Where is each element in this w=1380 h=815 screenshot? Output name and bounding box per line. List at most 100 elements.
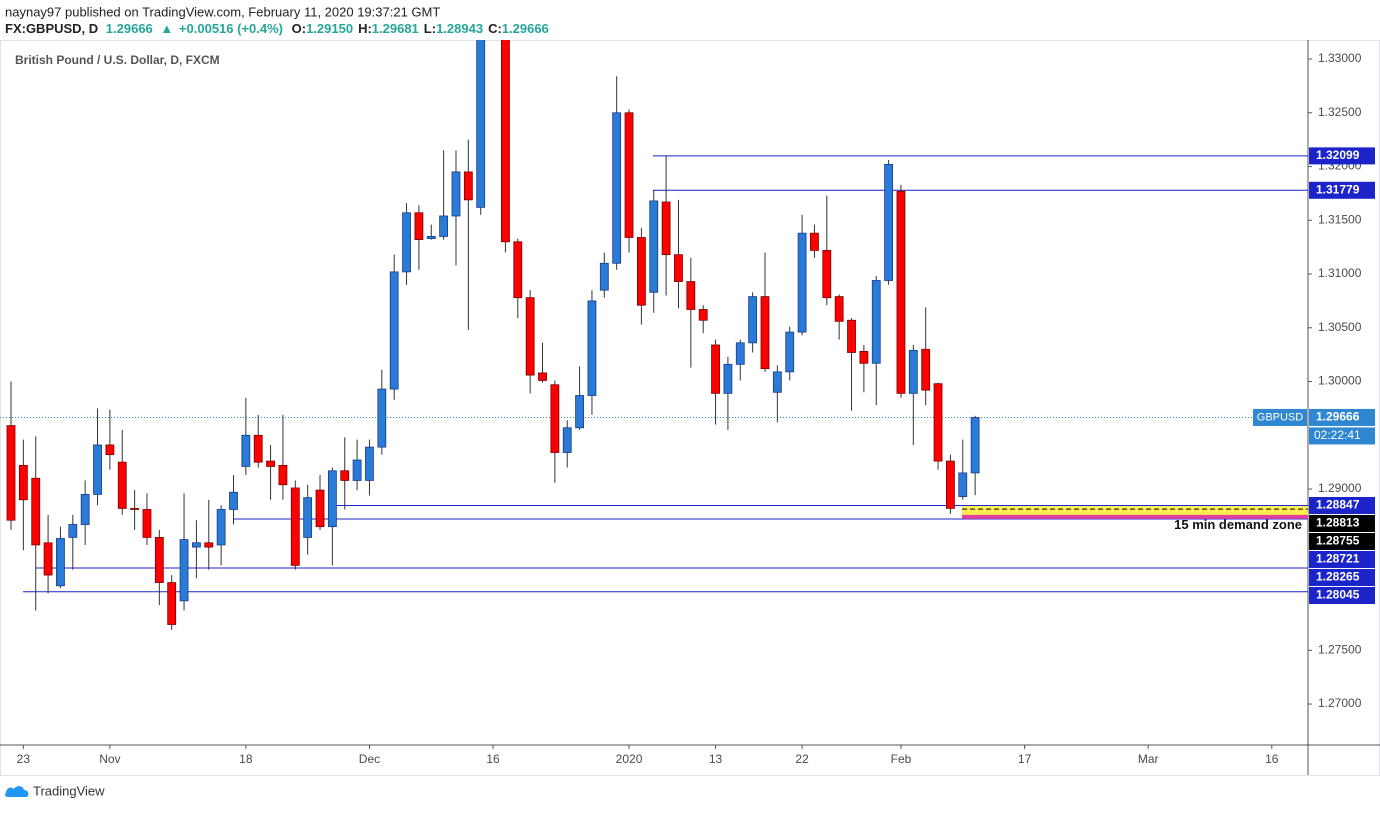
x-tick-label: 2020 (616, 752, 643, 766)
x-tick-label: 17 (1018, 752, 1032, 766)
candle-body (711, 344, 720, 394)
candle-body (414, 212, 424, 241)
price-label-bg (1309, 568, 1375, 586)
candle-body (266, 460, 275, 467)
candle-body (43, 542, 53, 576)
ohlc-value: 1.29150 (306, 21, 353, 36)
x-tick-label: 16 (486, 752, 500, 766)
candle-body (105, 444, 115, 456)
candle-body (624, 112, 634, 238)
candle-body (6, 425, 16, 521)
symbol-legend: FX:GBPUSD, D 1.29666 ▲ +0.00516 (+0.4%) … (5, 21, 549, 36)
y-tick-label: 1.29000 (1318, 481, 1362, 495)
y-tick-label: 1.30000 (1318, 374, 1362, 388)
zone-label: 15 min demand zone (1174, 517, 1302, 532)
plot-area (0, 40, 1308, 630)
price-label: 1.32099 (1316, 148, 1360, 162)
candle-body (612, 112, 622, 264)
candle-body (921, 348, 931, 391)
candle-body (513, 241, 523, 299)
countdown-bg (1309, 427, 1375, 445)
candle-body (253, 434, 263, 463)
ohlc-value: 1.29681 (372, 21, 419, 36)
chart-title: British Pound / U.S. Dollar, D, FXCM (15, 53, 220, 67)
y-tick-label: 1.30500 (1318, 320, 1362, 334)
candle-body (439, 215, 449, 237)
candle-body (550, 384, 560, 453)
ohlc-value: 1.29666 (502, 21, 549, 36)
candle-body (661, 201, 671, 256)
last-price-bg (1309, 408, 1375, 426)
x-tick-label: Feb (891, 752, 912, 766)
candle-body (908, 349, 918, 394)
candle-body (117, 461, 127, 509)
price-label: 1.28265 (1316, 570, 1360, 584)
candle-body (463, 171, 473, 201)
candle-body (896, 190, 906, 394)
frame (0, 40, 1380, 776)
candle-body (229, 491, 238, 510)
candle-body (847, 319, 856, 353)
candle-body (958, 472, 968, 497)
price-label-bg (1309, 586, 1375, 604)
y-tick-label: 1.32500 (1318, 105, 1362, 119)
candle-body (426, 236, 436, 239)
countdown: 02:22:41 (1314, 428, 1361, 442)
candle-body (93, 444, 102, 495)
candle-body (735, 342, 745, 365)
price-label: 1.28847 (1316, 498, 1360, 512)
candle-body (56, 538, 65, 587)
x-tick-label: 23 (17, 752, 31, 766)
price-label-bg (1309, 550, 1375, 568)
candle-body (352, 459, 362, 481)
price-label-bg (1309, 147, 1375, 165)
candle-body (538, 372, 547, 381)
candle-body (946, 460, 955, 509)
price-label: 1.31779 (1316, 182, 1360, 196)
ohlc-value: 1.28943 (436, 21, 483, 36)
candle-body (698, 309, 708, 321)
candle-body (933, 383, 943, 462)
candle-body (303, 497, 313, 538)
candle-body (451, 171, 461, 217)
candle-body (476, 40, 486, 208)
candle-body (599, 262, 609, 291)
candle-body (130, 507, 140, 510)
price-label-bg (1309, 181, 1375, 199)
candle-body (884, 163, 894, 281)
y-tick-label: 1.31000 (1318, 266, 1362, 280)
candle-body (167, 582, 177, 625)
last: 1.29666 (106, 21, 153, 36)
x-tick-label: Dec (359, 752, 380, 766)
candle-body (575, 395, 584, 429)
candle-body (192, 542, 201, 548)
candle-body (377, 388, 387, 448)
candle-body (365, 446, 374, 481)
candle-body (785, 331, 795, 373)
ohlc-label: C: (488, 21, 502, 36)
candle-body (649, 200, 659, 293)
candle-body (723, 363, 733, 394)
x-tick-label: Nov (99, 752, 120, 766)
candle-body (822, 249, 832, 299)
candle-body (636, 237, 646, 306)
price-label: 1.28045 (1316, 588, 1360, 602)
x-tick-label: 18 (239, 752, 253, 766)
x-tick-label: 13 (709, 752, 723, 766)
candle-body (241, 434, 251, 467)
y-tick-label: 1.33000 (1318, 51, 1362, 65)
arrow: ▲ (160, 21, 173, 36)
price-label-bg (1309, 496, 1375, 514)
candle-body (154, 537, 164, 583)
last-price-label: 1.29666 (1316, 410, 1360, 424)
y-tick-label: 1.27500 (1318, 642, 1362, 656)
candle-body (315, 489, 325, 528)
candle-body (278, 464, 288, 486)
candle-body (327, 470, 337, 528)
price-label: 1.28813 (1316, 516, 1360, 530)
price-label-bg (1309, 514, 1375, 532)
candle-body (204, 542, 214, 548)
ohlc-label: H: (358, 21, 372, 36)
zone (962, 506, 1308, 516)
candle-body (562, 427, 572, 453)
